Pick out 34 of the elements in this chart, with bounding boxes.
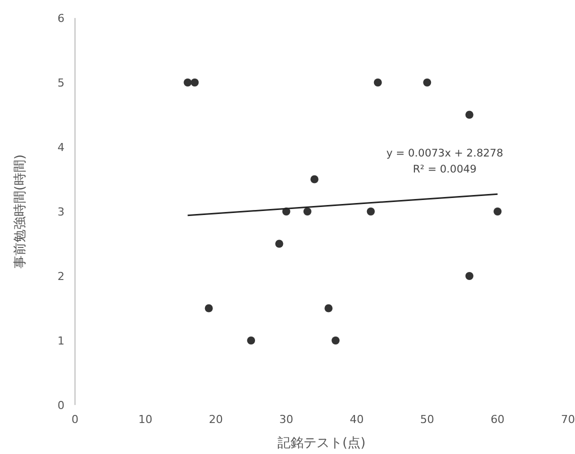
point [465,272,474,280]
x-tick-label: 40 [350,413,364,426]
y-tick-label: 4 [58,141,64,154]
y-tick-label: 6 [58,12,64,25]
point [275,240,284,248]
x-tick-label: 60 [490,413,505,426]
point [366,208,375,216]
point [324,304,333,312]
point [374,78,382,86]
x-tick-label: 20 [208,413,223,426]
y-tick-label: 3 [58,206,64,218]
y-tick-label: 2 [58,270,64,283]
point [332,336,340,344]
x-tick-label: 0 [72,413,78,426]
y-axis-title: 事前勉強時間(時間) [13,154,28,269]
x-tick-label: 30 [279,413,294,426]
y-tick-label: 0 [58,399,64,412]
point [494,208,502,216]
y-tick-label: 5 [58,76,64,90]
x-axis-title: 記銘テスト(点) [277,436,366,451]
point [423,78,432,86]
point [247,336,256,344]
point [303,208,312,216]
x-tick-label: 10 [138,413,152,426]
x-tick-label: 70 [561,413,575,426]
point [310,175,318,184]
point [204,304,213,312]
x-tick-label: 50 [420,413,434,426]
point [465,110,474,119]
y-tick-label: 1 [58,334,64,348]
annotation: y = 0.0073x + 2.8278 [386,148,504,160]
point [190,78,199,86]
annotation: R² = 0.0049 [412,164,477,176]
point [184,78,192,86]
